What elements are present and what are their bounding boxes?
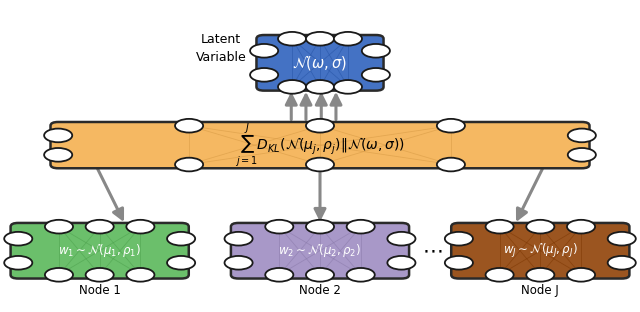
Circle shape [86, 220, 114, 233]
Circle shape [526, 268, 554, 282]
Circle shape [567, 220, 595, 233]
Circle shape [486, 268, 514, 282]
Circle shape [362, 68, 390, 82]
Circle shape [445, 232, 473, 246]
Circle shape [175, 119, 203, 133]
Circle shape [250, 44, 278, 58]
Circle shape [44, 148, 72, 162]
Text: $w_1 \sim \mathcal{N}(\mu_1, \rho_1)$: $w_1 \sim \mathcal{N}(\mu_1, \rho_1)$ [58, 242, 141, 259]
Circle shape [225, 256, 253, 270]
Circle shape [4, 256, 32, 270]
Circle shape [278, 80, 306, 94]
Circle shape [568, 148, 596, 162]
Circle shape [486, 220, 514, 233]
Circle shape [265, 268, 293, 282]
Circle shape [526, 220, 554, 233]
Text: $w_J \sim \mathcal{N}(\mu_J, \rho_J)$: $w_J \sim \mathcal{N}(\mu_J, \rho_J)$ [503, 242, 578, 260]
Circle shape [568, 129, 596, 142]
Circle shape [306, 220, 334, 233]
Circle shape [265, 220, 293, 233]
Circle shape [347, 268, 375, 282]
Circle shape [608, 232, 636, 246]
FancyBboxPatch shape [257, 35, 383, 90]
Circle shape [126, 220, 154, 233]
Circle shape [608, 256, 636, 270]
Text: $\sum_{j=1}^{J} D_{KL}(\mathcal{N}(\mu_j, \rho_j) \| \mathcal{N}(\omega, \sigma): $\sum_{j=1}^{J} D_{KL}(\mathcal{N}(\mu_j… [235, 121, 405, 169]
Text: $w_2 \sim \mathcal{N}(\mu_2, \rho_2)$: $w_2 \sim \mathcal{N}(\mu_2, \rho_2)$ [278, 242, 362, 259]
Circle shape [250, 68, 278, 82]
Circle shape [347, 220, 375, 233]
FancyBboxPatch shape [11, 223, 189, 279]
Text: $\cdots$: $\cdots$ [422, 241, 442, 261]
Circle shape [437, 119, 465, 133]
Circle shape [126, 268, 154, 282]
FancyBboxPatch shape [451, 223, 629, 279]
Text: Node 1: Node 1 [79, 284, 120, 297]
Text: Node 2: Node 2 [299, 284, 341, 297]
Circle shape [167, 256, 195, 270]
Circle shape [86, 268, 114, 282]
Circle shape [306, 119, 334, 133]
FancyBboxPatch shape [231, 223, 409, 279]
Circle shape [306, 158, 334, 171]
Circle shape [334, 32, 362, 46]
Circle shape [387, 256, 415, 270]
Circle shape [167, 232, 195, 246]
Circle shape [334, 80, 362, 94]
Circle shape [45, 220, 73, 233]
Circle shape [387, 232, 415, 246]
Circle shape [306, 268, 334, 282]
Circle shape [362, 44, 390, 58]
Circle shape [44, 129, 72, 142]
Circle shape [45, 268, 73, 282]
Circle shape [445, 256, 473, 270]
Circle shape [278, 32, 306, 46]
Circle shape [306, 80, 334, 94]
Text: Node J: Node J [522, 284, 559, 297]
Text: Latent
Variable: Latent Variable [196, 33, 246, 64]
Circle shape [567, 268, 595, 282]
Circle shape [437, 158, 465, 171]
Circle shape [175, 158, 203, 171]
FancyBboxPatch shape [51, 122, 589, 168]
Circle shape [4, 232, 32, 246]
Text: $\mathcal{N}(\omega, \sigma)$: $\mathcal{N}(\omega, \sigma)$ [292, 54, 348, 72]
Circle shape [225, 232, 253, 246]
Circle shape [306, 32, 334, 46]
